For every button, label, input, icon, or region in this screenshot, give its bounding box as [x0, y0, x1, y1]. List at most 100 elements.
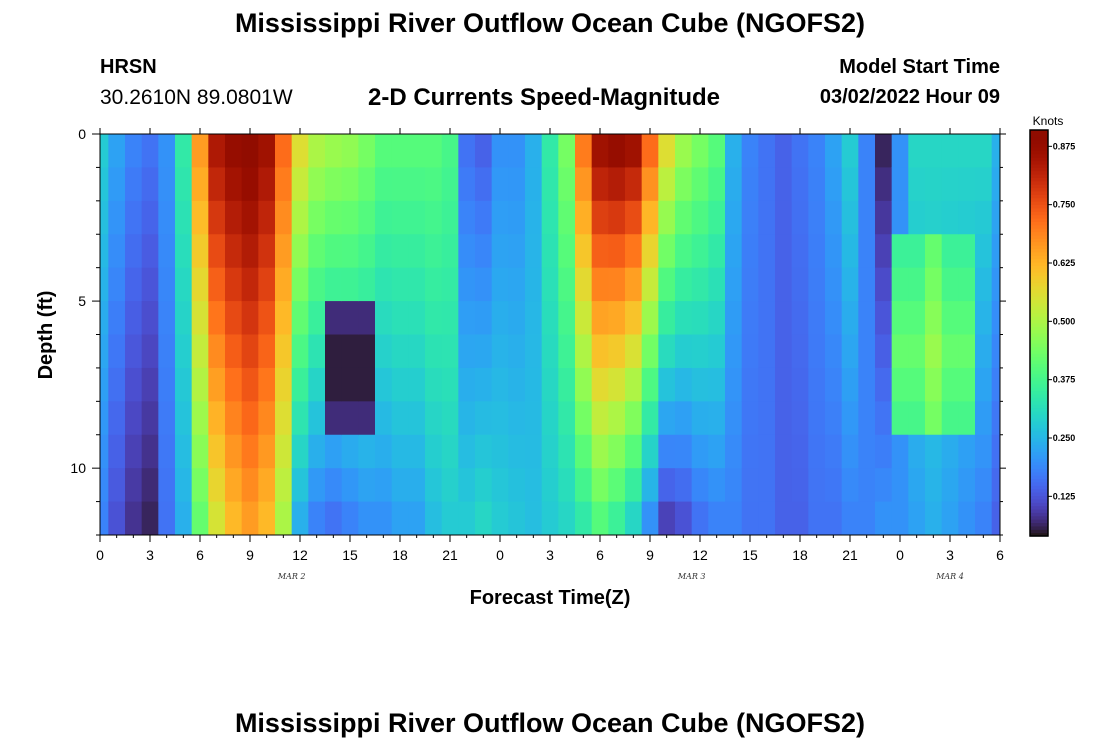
heatmap-cell [408, 234, 426, 269]
heatmap-cell [908, 134, 926, 169]
colorbar-segment [1030, 180, 1048, 185]
heatmap-cell [508, 501, 526, 535]
heatmap-cell [125, 367, 143, 402]
heatmap-cell [141, 334, 159, 369]
heatmap-cell [841, 401, 859, 436]
colorbar-tick-label: 0.750 [1053, 200, 1076, 210]
heatmap-cell [208, 167, 226, 202]
heatmap-cell [291, 501, 309, 535]
colorbar-segment [1030, 258, 1048, 263]
heatmap-cell [425, 367, 443, 402]
heatmap-cell [325, 200, 343, 235]
heatmap-cell [775, 468, 793, 503]
heatmap-cell [541, 501, 559, 535]
heatmap-cell [641, 134, 659, 169]
heatmap-cell [108, 501, 126, 535]
heatmap-cell [841, 234, 859, 269]
heatmap-cell [491, 401, 509, 436]
heatmap-cell [191, 167, 209, 202]
heatmap-cell [158, 334, 176, 369]
colorbar-segment [1030, 414, 1048, 419]
heatmap-cell [658, 334, 676, 369]
heatmap-cell [825, 434, 843, 469]
colorbar-segment [1030, 305, 1048, 310]
heatmap-cell [658, 301, 676, 336]
heatmap-cell [875, 367, 893, 402]
colorbar-segment [1030, 485, 1048, 490]
colorbar-segment [1030, 289, 1048, 293]
heatmap-cell [175, 401, 193, 436]
colorbar-segment [1030, 184, 1048, 189]
heatmap-cell [891, 267, 909, 302]
colorbar-tick-label: 0.250 [1053, 433, 1076, 443]
colorbar-segment [1030, 207, 1048, 212]
heatmap-cell [441, 334, 459, 369]
heatmap-cell [608, 234, 626, 269]
heatmap-cell [558, 301, 576, 336]
heatmap-cell [291, 367, 309, 402]
heatmap-cell [358, 501, 376, 535]
heatmap-cell [925, 434, 943, 469]
heatmap-cell [775, 200, 793, 235]
heatmap-cell [775, 434, 793, 469]
x-tick-label: 9 [246, 547, 254, 563]
heatmap-cell [691, 434, 709, 469]
heatmap-cell [125, 134, 143, 169]
heatmap-cell [691, 501, 709, 535]
heatmap-cell [475, 134, 493, 169]
colorbar-segment [1030, 278, 1048, 283]
heatmap-cell [491, 501, 509, 535]
heatmap-cell [175, 501, 193, 535]
heatmap-cell [225, 334, 243, 369]
heatmap-cell [141, 468, 159, 503]
heatmap-cell [741, 468, 759, 503]
heatmap-cell [775, 267, 793, 302]
heatmap-cell [108, 234, 126, 269]
heatmap-cell [725, 468, 743, 503]
x-tick-label: 18 [792, 547, 808, 563]
heatmap-cell [425, 401, 443, 436]
heatmap-cell [558, 501, 576, 535]
heatmap-cell [675, 501, 693, 535]
heatmap-cell [775, 134, 793, 169]
heatmap-cell [225, 134, 243, 169]
station-coordinates: 30.2610N 89.0801W [100, 86, 293, 109]
colorbar-segment [1030, 231, 1048, 236]
heatmap-cell [225, 367, 243, 402]
colorbar-segment [1030, 502, 1048, 507]
heatmap-cell [458, 468, 476, 503]
colorbar-segment [1030, 420, 1048, 425]
heatmap-cell [208, 200, 226, 235]
heatmap-cell [558, 334, 576, 369]
heatmap-cell [941, 434, 959, 469]
heatmap-cell [941, 468, 959, 503]
heatmap-cell [625, 167, 643, 202]
colorbar-segment [1030, 265, 1048, 270]
colorbar-segment [1030, 363, 1048, 368]
colorbar-tick-label: 0.375 [1053, 375, 1076, 385]
colorbar-segment [1030, 495, 1048, 500]
chart-title: Mississippi River Outflow Ocean Cube (NG… [234, 8, 866, 38]
heatmap-cell [858, 334, 876, 369]
colorbar-segment [1030, 468, 1048, 473]
heatmap-cell [325, 334, 343, 369]
heatmap-cell [591, 334, 609, 369]
heatmap-cell [100, 267, 109, 302]
heatmap-cell [308, 301, 326, 336]
heatmap-cell [925, 334, 943, 369]
heatmap-cell [358, 234, 376, 269]
heatmap-cell [925, 267, 943, 302]
colorbar-segment [1030, 441, 1048, 446]
heatmap-cell [691, 167, 709, 202]
heatmap-cell [808, 468, 826, 503]
heatmap-cell [658, 134, 676, 169]
heatmap-cell [891, 401, 909, 436]
heatmap-cell [341, 134, 359, 169]
heatmap-cell [308, 134, 326, 169]
heatmap-cell [358, 301, 376, 336]
colorbar-segment [1030, 376, 1048, 381]
heatmap-cell [441, 167, 459, 202]
heatmap-cell [975, 468, 993, 503]
heatmap-cell [475, 468, 493, 503]
x-tick-label: 15 [742, 547, 758, 563]
